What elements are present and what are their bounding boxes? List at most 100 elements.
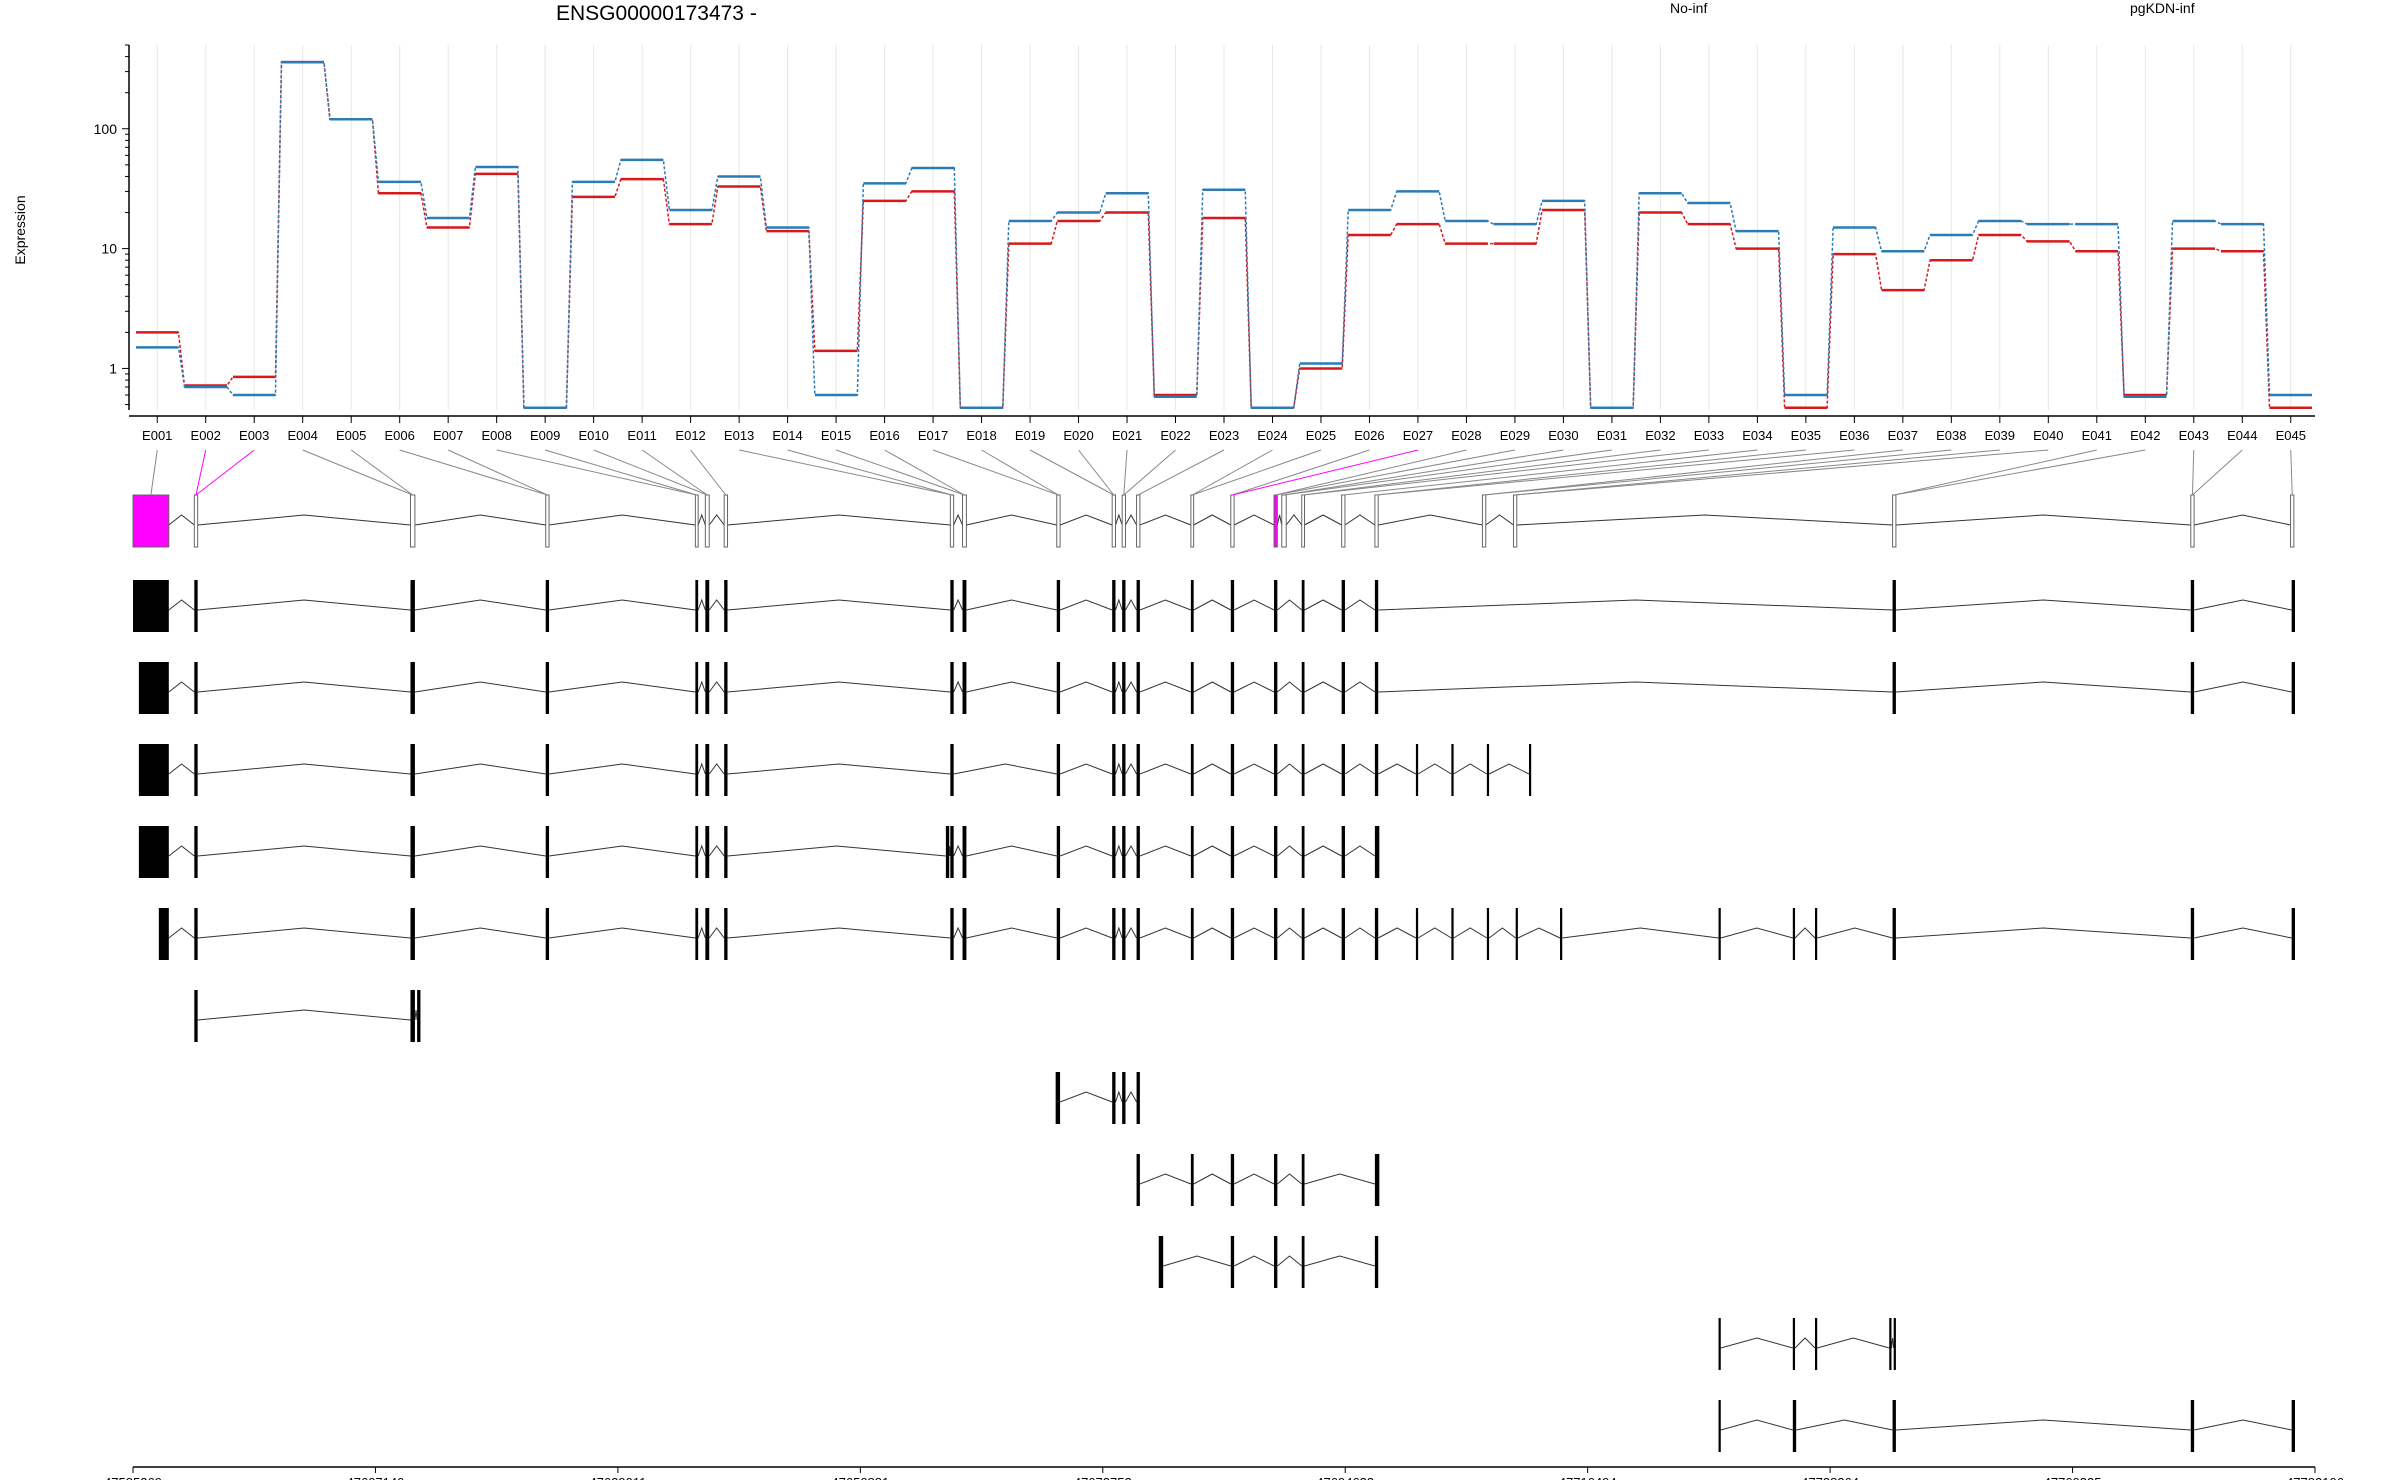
intron-line: [2194, 927, 2292, 939]
exon-box: [410, 826, 415, 878]
exon-label: E035: [1791, 428, 1821, 443]
intron-line: [1059, 514, 1113, 526]
exon-box: [1718, 908, 1721, 960]
intron-line: [1895, 514, 2191, 526]
exon-box: [1512, 494, 1518, 548]
intron-line: [1304, 763, 1342, 775]
exon-box: [1274, 1236, 1278, 1288]
exon-box: [962, 908, 967, 960]
intron-line: [414, 599, 546, 611]
intron-line: [1304, 1255, 1376, 1267]
exon-box: [1415, 744, 1419, 796]
intron-line: [1059, 599, 1113, 611]
exon-box: [1892, 662, 1896, 714]
intron-line: [1125, 844, 1138, 857]
exon-connector: [835, 449, 965, 496]
intron-line: [2194, 1419, 2292, 1431]
exon-box: [1560, 908, 1563, 960]
exon-box: [1889, 1318, 1892, 1370]
exon-box: [1814, 1318, 1818, 1370]
intron-line: [1794, 927, 1816, 939]
intron-line: [1125, 926, 1138, 939]
exon-box: [2190, 580, 2195, 632]
exon-box: [1893, 1318, 1896, 1370]
intron-line: [1344, 845, 1376, 857]
intron-line: [1895, 681, 2191, 693]
exon-box: [1190, 908, 1194, 960]
exon-connector: [1376, 449, 1806, 496]
exon-box: [1281, 494, 1287, 548]
exon-box: [1374, 494, 1379, 548]
exon-connector: [593, 449, 708, 496]
exon-connector: [787, 449, 953, 496]
exon-box: [1528, 744, 1532, 796]
exon-box: [2291, 1400, 2295, 1452]
intron-line: [966, 845, 1057, 857]
intron-line: [1377, 763, 1417, 775]
intron-line: [1720, 1419, 1793, 1431]
exon-box: [2291, 908, 2295, 960]
exon-box: [1718, 1400, 1721, 1452]
exon-box: [2190, 494, 2195, 548]
intron-line: [548, 599, 696, 611]
intron-line: [1059, 681, 1113, 693]
exon-box: [1136, 1072, 1140, 1124]
intron-line: [1125, 1090, 1138, 1103]
exon-label: E029: [1500, 428, 1530, 443]
exon-label: E045: [2276, 428, 2306, 443]
exon-box: [1274, 744, 1278, 796]
exon-box: [138, 744, 169, 796]
exon-label: E010: [578, 428, 608, 443]
intron-line: [1817, 1337, 1890, 1349]
exon-label: E040: [2033, 428, 2063, 443]
exon-label: E011: [627, 428, 656, 443]
intron-line: [1488, 763, 1530, 775]
exon-box: [1892, 908, 1896, 960]
exon-box: [694, 494, 699, 548]
intron-line: [708, 845, 725, 857]
intron-line: [1817, 927, 1893, 939]
exon-connector: [641, 449, 708, 496]
intron-line: [1139, 681, 1192, 693]
intron-line: [168, 514, 195, 526]
exon-box: [950, 662, 954, 714]
exon-box: [410, 990, 415, 1042]
intron-line: [1193, 927, 1232, 939]
genome-tick-label: 47607140: [347, 1475, 405, 1480]
exon-box: [1122, 662, 1126, 714]
exon-box: [1122, 1072, 1126, 1124]
intron-line: [1417, 763, 1452, 775]
exon-box: [1415, 908, 1419, 960]
intron-line: [548, 514, 696, 526]
intron-line: [1344, 514, 1376, 526]
intron-line: [1233, 681, 1275, 693]
exon-connector: [1137, 449, 1225, 496]
intron-line: [1344, 599, 1376, 611]
genome-tick-label: 47760235: [2044, 1475, 2102, 1480]
exon-box: [1230, 826, 1235, 878]
exon-label: E020: [1063, 428, 1093, 443]
intron-line: [1453, 927, 1488, 939]
exon-box: [1301, 662, 1305, 714]
intron-line: [966, 681, 1057, 693]
exon-label: E043: [2179, 428, 2209, 443]
exon-box: [545, 826, 550, 878]
exon-connector: [690, 449, 727, 496]
intron-line: [1139, 1173, 1192, 1185]
intron-line: [953, 513, 963, 526]
exon-label: E026: [1354, 428, 1384, 443]
exon-connector: [739, 449, 953, 496]
intron-line: [1304, 681, 1342, 693]
exon-box: [1190, 494, 1195, 548]
exon-connector: [1894, 449, 2097, 496]
intron-line: [1125, 680, 1138, 693]
intron-line: [953, 844, 963, 857]
exon-box: [1374, 826, 1380, 878]
exon-box: [1892, 1400, 1896, 1452]
exon-box: [1301, 1236, 1305, 1288]
chart-title: ENSG00000173473 -: [556, 2, 757, 25]
exon-label: E025: [1306, 428, 1336, 443]
exon-box: [1451, 744, 1454, 796]
exon-box: [695, 826, 699, 878]
intron-line: [1277, 763, 1303, 775]
